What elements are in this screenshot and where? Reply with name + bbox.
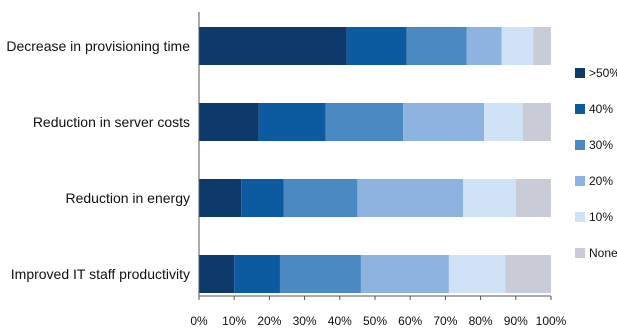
legend-swatch (575, 104, 585, 114)
x-tick-label: 20% (257, 314, 281, 328)
bar-segment (199, 179, 242, 217)
bar-segment (406, 27, 467, 65)
bar-segment (360, 255, 449, 293)
x-tick-label: 70% (433, 314, 457, 328)
bar-segment (199, 27, 347, 65)
bar-segment (484, 103, 523, 141)
legend-label: >50% (589, 66, 617, 80)
bar-segment (466, 27, 502, 65)
bar-segment (522, 103, 551, 141)
x-tick-label: 30% (293, 314, 317, 328)
bar-segment (346, 27, 407, 65)
bar-segment (258, 103, 326, 141)
legend-swatch (575, 212, 585, 222)
legend-swatch (575, 176, 585, 186)
legend-swatch (575, 140, 585, 150)
x-tick-label: 60% (398, 314, 422, 328)
legend-label: 10% (589, 210, 613, 224)
bar-segment (357, 179, 463, 217)
bar-segment (241, 179, 284, 217)
bar-segment (199, 255, 235, 293)
bar-segment (515, 179, 551, 217)
bar-segment (199, 103, 259, 141)
category-label: Reduction in server costs (33, 114, 190, 130)
x-axis: 0% 10% 20% 30% 40% 50% 60% 70% 80% 90% 100% (190, 12, 567, 328)
bar-segment (279, 255, 361, 293)
legend-label: 30% (589, 138, 613, 152)
bar-segment (501, 27, 534, 65)
bar-segment (403, 103, 485, 141)
bar-segment (463, 179, 516, 217)
bars-layer (199, 27, 551, 293)
category-label: Decrease in provisioning time (6, 38, 190, 54)
bar-segment (448, 255, 506, 293)
legend-swatch (575, 68, 585, 78)
legend: >50% 40% 30% 20% 10% None (575, 66, 617, 260)
x-tick-label: 10% (222, 314, 246, 328)
legend-label: None (589, 246, 617, 260)
x-tick-label: 100% (536, 314, 567, 328)
x-tick-label: 90% (504, 314, 528, 328)
legend-swatch (575, 248, 585, 258)
category-labels: Decrease in provisioning time Reduction i… (6, 38, 190, 282)
x-tick-label: 80% (469, 314, 493, 328)
x-tick-label: 0% (190, 314, 208, 328)
bar-segment (325, 103, 404, 141)
x-tick-label: 40% (328, 314, 352, 328)
bar-segment (505, 255, 551, 293)
bar-segment (533, 27, 551, 65)
bar-segment (234, 255, 280, 293)
category-label: Reduction in energy (65, 190, 190, 206)
legend-label: 40% (589, 102, 613, 116)
bar-segment (283, 179, 358, 217)
x-tick-label: 50% (363, 314, 387, 328)
category-label: Improved IT staff productivity (11, 266, 190, 282)
legend-label: 20% (589, 174, 613, 188)
